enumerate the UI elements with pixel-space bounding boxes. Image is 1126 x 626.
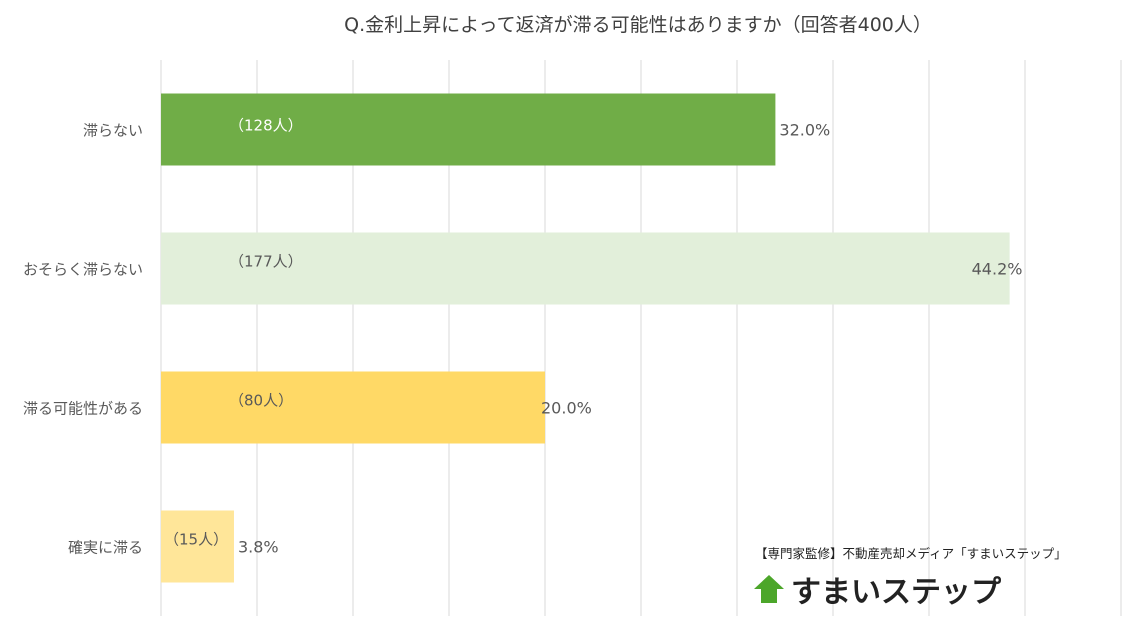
bar	[161, 510, 234, 583]
count-label: （177人）	[229, 253, 303, 271]
category-label: 滞らない	[83, 122, 143, 140]
value-label: 3.8%	[238, 538, 279, 557]
category-label: 確実に滞る	[68, 539, 143, 557]
bar	[161, 93, 776, 166]
chart-title: Q.金利上昇によって返済が滞る可能性はありますか（回答者400人）	[344, 14, 932, 36]
count-label: （128人）	[229, 117, 303, 135]
credit-text: 【専門家監修】不動産売却メディア「すまいステップ」	[755, 546, 1067, 561]
logo: すまいステップ	[753, 567, 1001, 611]
count-label: （15人）	[164, 531, 228, 549]
category-label: 滞る可能性がある	[23, 400, 143, 418]
house-arrow-icon	[754, 575, 784, 603]
value-label: 20.0%	[541, 399, 592, 418]
bar	[161, 232, 1010, 305]
logo-text: すまいステップ	[791, 575, 1001, 610]
value-label: 44.2%	[972, 260, 1023, 279]
count-label: （80人）	[229, 392, 293, 410]
bar	[161, 371, 545, 444]
value-label: 32.0%	[779, 121, 830, 140]
category-label: おそらく滞らない	[23, 261, 143, 279]
